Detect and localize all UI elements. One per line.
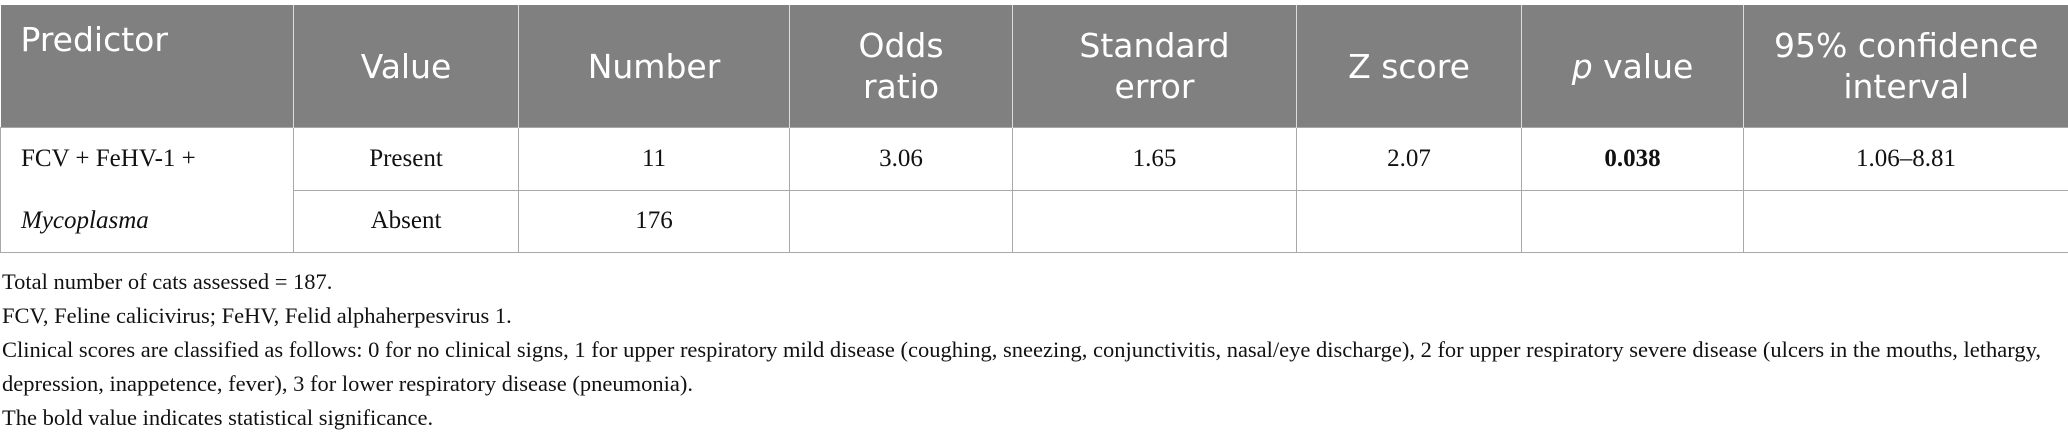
table-row: Absent 176 (1, 190, 2068, 253)
cell: Present (294, 128, 519, 191)
cell: 1.06–8.81 (1744, 128, 2068, 191)
header-cell: Value (294, 5, 519, 128)
note: The bold value indicates statistical sig… (2, 401, 2062, 435)
cell: 3.06 (790, 128, 1013, 191)
empty-cell (790, 190, 1013, 253)
header-line: error (1115, 67, 1195, 106)
empty-cell (1522, 190, 1744, 253)
note: Clinical scores are classified as follow… (2, 333, 2062, 401)
cell: 11 (519, 128, 790, 191)
header-line: Predictor (21, 20, 168, 59)
header-text: value (1603, 47, 1693, 86)
empty-cell (1297, 190, 1522, 253)
empty-cell (1013, 190, 1297, 253)
header-line: Z score (1348, 47, 1470, 86)
cell: 0.038 (1522, 128, 1744, 191)
note: FCV, Feline calicivirus; FeHV, Felid alp… (2, 299, 2062, 333)
header-cell: Predictor (1, 5, 294, 128)
cell: 2.07 (1297, 128, 1522, 191)
header-line: Number (588, 47, 721, 86)
notes: Total number of cats assessed = 187. FCV… (0, 265, 2068, 435)
cell: 1.65 (1013, 128, 1297, 191)
header-line: Value (361, 47, 452, 86)
header-cell: Z score (1297, 5, 1522, 128)
header-line: ratio (863, 67, 939, 106)
predictor-italic: Mycoplasma (21, 207, 149, 234)
empty-cell (1744, 190, 2068, 253)
note: Total number of cats assessed = 187. (2, 265, 2062, 299)
predictor-cell: FCV + FeHV-1 + Mycoplasma (1, 128, 294, 253)
header-cell: Number (519, 5, 790, 128)
cell: 176 (519, 190, 790, 253)
header-line: interval (1843, 67, 1969, 106)
predictor-text: FCV + FeHV-1 + (21, 145, 196, 172)
header-italic: p (1572, 47, 1593, 86)
header-line: Standard (1079, 26, 1229, 65)
table-row: FCV + FeHV-1 +Mycoplasma Present 11 3.06… (1, 128, 2068, 191)
header-line: Odds (858, 26, 943, 65)
header-cell: p value (1522, 5, 1744, 128)
cell: Absent (294, 190, 519, 253)
header-line: 95% confidence (1774, 26, 2038, 65)
